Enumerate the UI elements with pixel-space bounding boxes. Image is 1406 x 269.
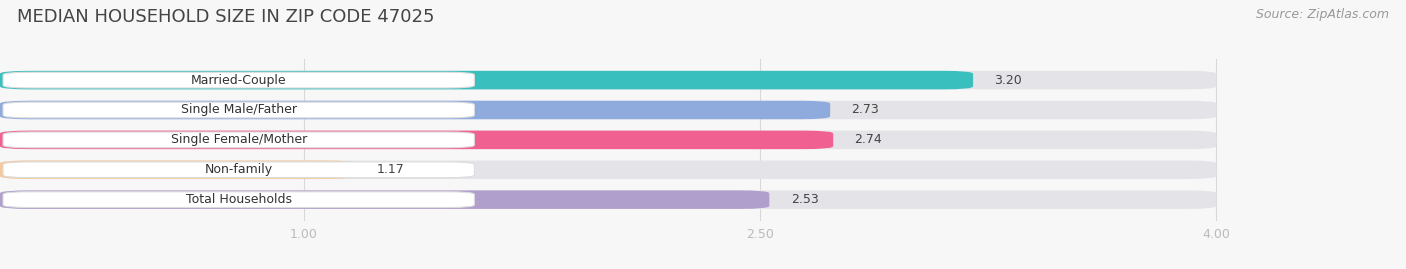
- Text: MEDIAN HOUSEHOLD SIZE IN ZIP CODE 47025: MEDIAN HOUSEHOLD SIZE IN ZIP CODE 47025: [17, 8, 434, 26]
- FancyBboxPatch shape: [3, 102, 474, 118]
- FancyBboxPatch shape: [0, 101, 1216, 119]
- FancyBboxPatch shape: [0, 131, 1216, 149]
- FancyBboxPatch shape: [3, 162, 474, 178]
- Text: Total Households: Total Households: [186, 193, 291, 206]
- FancyBboxPatch shape: [0, 71, 973, 89]
- Text: 3.20: 3.20: [994, 74, 1022, 87]
- Text: 2.74: 2.74: [855, 133, 882, 146]
- FancyBboxPatch shape: [0, 161, 356, 179]
- Text: Non-family: Non-family: [205, 163, 273, 176]
- Text: Single Male/Father: Single Male/Father: [181, 104, 297, 116]
- FancyBboxPatch shape: [0, 190, 1216, 209]
- FancyBboxPatch shape: [3, 72, 474, 88]
- FancyBboxPatch shape: [0, 161, 1216, 179]
- Text: 1.17: 1.17: [377, 163, 405, 176]
- FancyBboxPatch shape: [0, 101, 830, 119]
- Text: 2.53: 2.53: [790, 193, 818, 206]
- FancyBboxPatch shape: [3, 192, 474, 208]
- Text: Married-Couple: Married-Couple: [191, 74, 287, 87]
- Text: 2.73: 2.73: [852, 104, 879, 116]
- Text: Source: ZipAtlas.com: Source: ZipAtlas.com: [1256, 8, 1389, 21]
- FancyBboxPatch shape: [3, 132, 474, 148]
- FancyBboxPatch shape: [0, 190, 769, 209]
- FancyBboxPatch shape: [0, 71, 1216, 89]
- Text: Single Female/Mother: Single Female/Mother: [170, 133, 307, 146]
- FancyBboxPatch shape: [0, 131, 834, 149]
